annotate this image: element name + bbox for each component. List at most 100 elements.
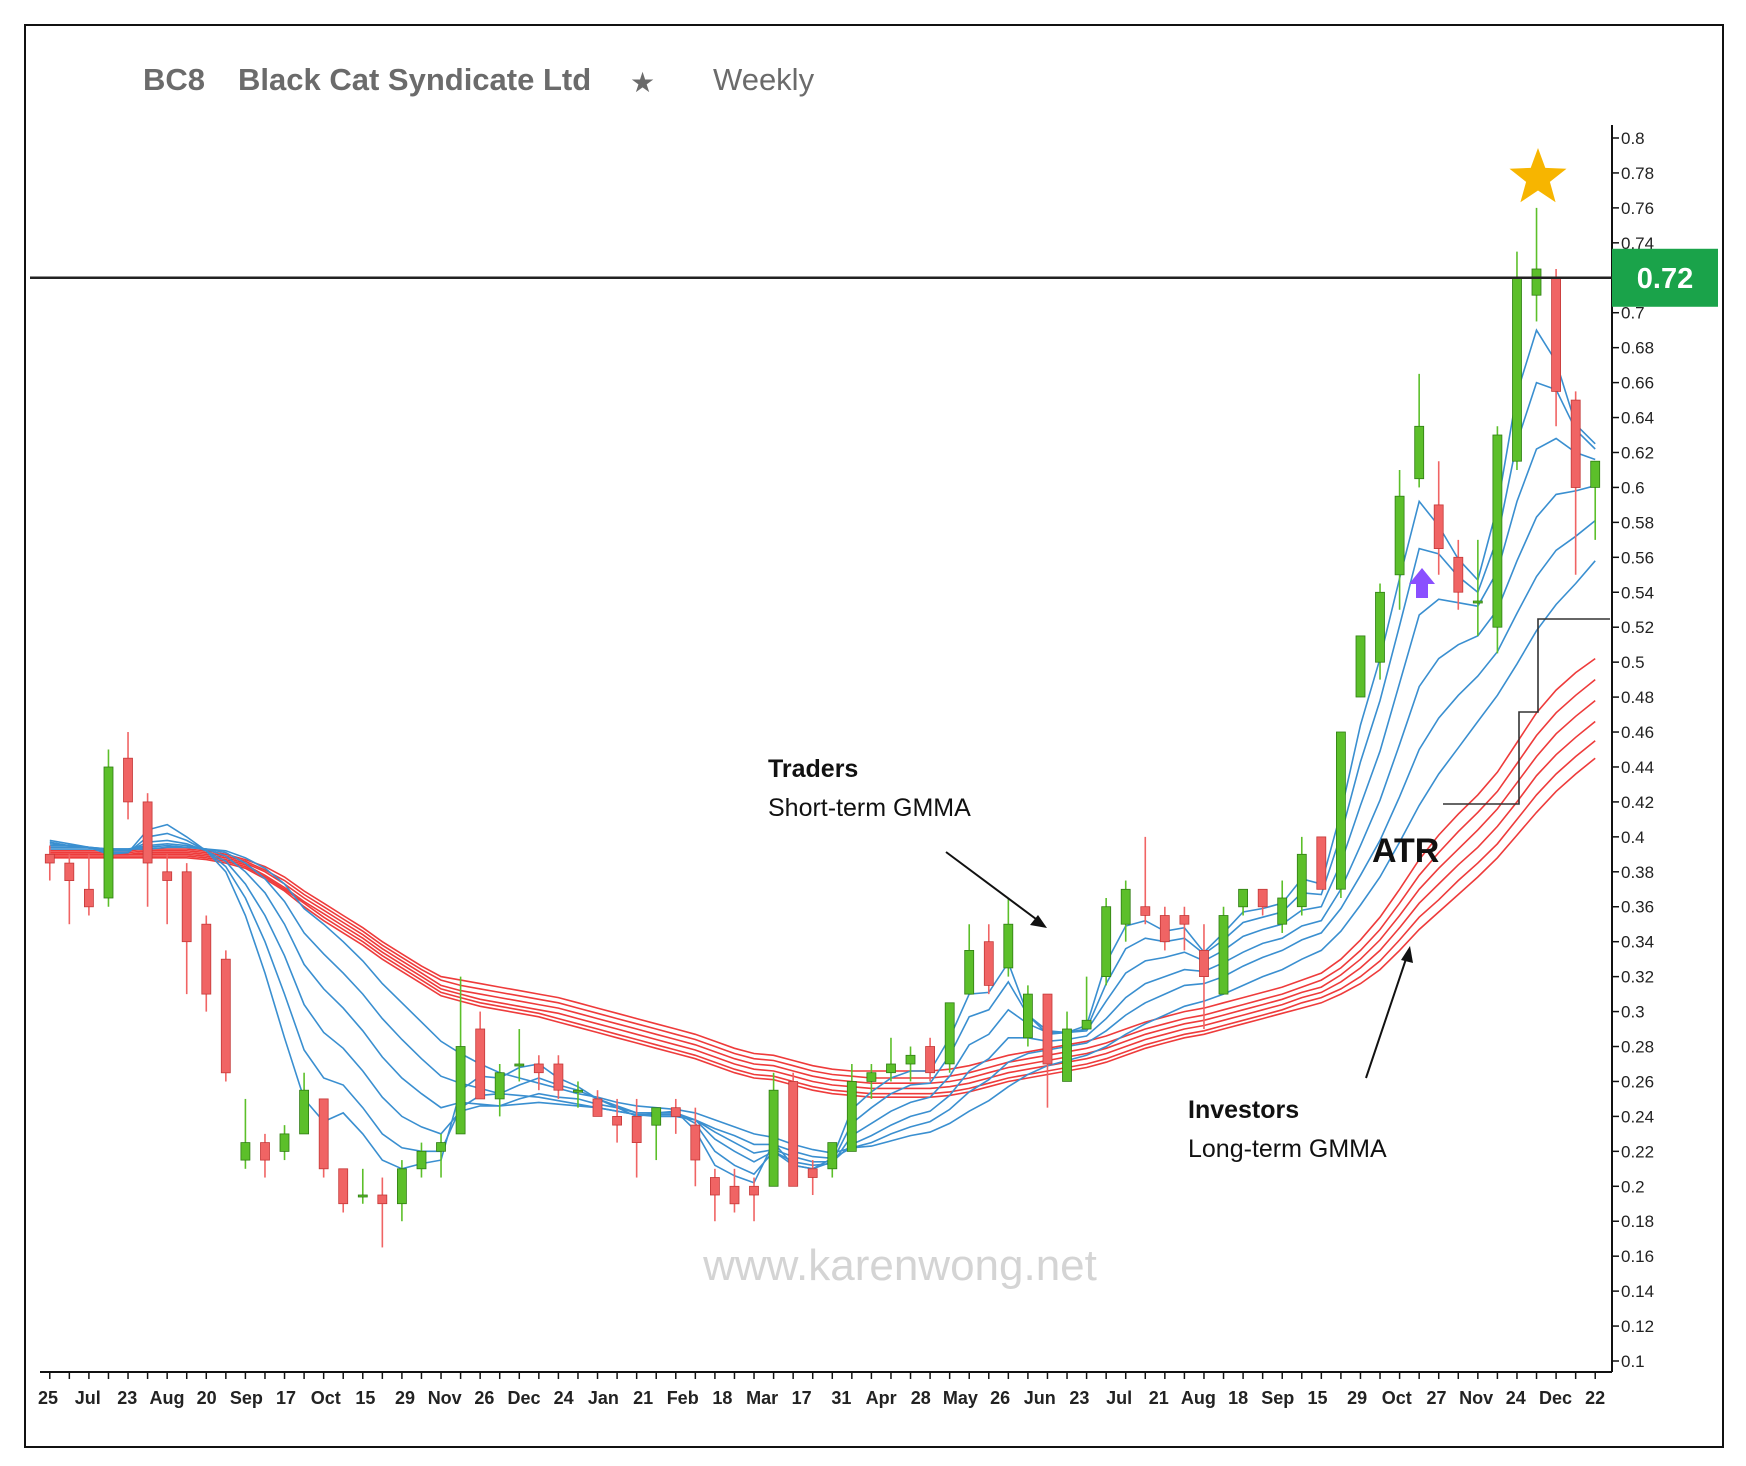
candle-body (1336, 731, 1346, 890)
y-tick-label: 0.16 (1621, 1247, 1654, 1266)
x-tick-label: Oct (1382, 1388, 1412, 1408)
candle-body (573, 1089, 583, 1093)
candle-body (807, 1168, 818, 1178)
candle-body (1355, 635, 1366, 698)
candle-body (123, 757, 133, 803)
candle-body (162, 871, 173, 881)
y-tick-label: 0.22 (1621, 1142, 1654, 1161)
x-tick-label: Oct (311, 1388, 341, 1408)
y-tick-label: 0.6 (1621, 478, 1645, 497)
ticker-symbol: BC8 (143, 62, 206, 97)
candle-body (710, 1177, 720, 1196)
candle-body (1394, 495, 1405, 576)
candle-10 (220, 950, 231, 1082)
x-tick-label: 27 (1426, 1388, 1446, 1408)
candle-74 (1472, 539, 1483, 636)
y-tick-label: 0.52 (1621, 618, 1654, 637)
candle-body (1179, 915, 1190, 925)
y-tick-label: 0.5 (1621, 653, 1645, 672)
candle-body (1472, 600, 1483, 604)
traders-subtitle: Short-term GMMA (768, 794, 971, 822)
candle-22 (455, 976, 466, 1135)
candle-75 (1492, 426, 1503, 654)
y-tick-label: 0.7 (1621, 304, 1645, 323)
y-tick-label: 0.36 (1621, 898, 1654, 917)
y-tick-label: 0.1 (1621, 1352, 1645, 1371)
candle-5 (123, 732, 133, 820)
candle-body (729, 1185, 740, 1205)
candle-body (201, 923, 212, 995)
candle-body (338, 1168, 349, 1205)
candle-20 (416, 1142, 427, 1178)
candle-15 (318, 1098, 329, 1178)
candle-39 (788, 1072, 799, 1187)
traders-title: Traders (768, 755, 858, 783)
long-gmma-line-3 (49, 699, 1596, 1084)
candle-80 (1590, 460, 1601, 540)
candle-69 (1375, 583, 1385, 680)
candle-8 (181, 863, 192, 995)
candle-23 (475, 1011, 486, 1100)
candle-body (631, 1116, 642, 1144)
x-tick-label: 29 (1347, 1388, 1367, 1408)
y-tick-label: 0.42 (1621, 793, 1654, 812)
candle-12 (260, 1133, 270, 1178)
y-tick-label: 0.78 (1621, 164, 1654, 183)
candle-59 (1179, 906, 1190, 951)
x-tick-label: Dec (507, 1388, 540, 1408)
candle-17 (357, 1168, 368, 1204)
candle-body (846, 1081, 857, 1152)
candle-48 (964, 924, 975, 995)
y-tick-label: 0.58 (1621, 513, 1654, 532)
x-tick-label: Dec (1539, 1388, 1572, 1408)
candle-body (1120, 888, 1131, 925)
candle-body (1277, 897, 1288, 925)
candle-43 (866, 1063, 877, 1099)
candle-42 (846, 1063, 857, 1152)
candle-29 (592, 1090, 603, 1117)
x-tick-label: 25 (38, 1388, 58, 1408)
candle-50 (1003, 898, 1014, 977)
x-tick-label: 18 (712, 1388, 732, 1408)
investors-title: Investors (1188, 1096, 1299, 1124)
candle-30 (612, 1098, 622, 1143)
x-tick-label: 26 (474, 1388, 494, 1408)
watermark-text: www.karenwong.net (702, 1241, 1097, 1290)
candle-70 (1394, 469, 1405, 610)
candle-body (964, 950, 975, 995)
candle-58 (1159, 906, 1170, 951)
candle-72 (1433, 461, 1444, 575)
candle-9 (201, 915, 212, 1012)
short-gmma-line-5 (49, 519, 1596, 1160)
candle-35 (710, 1168, 720, 1222)
candle-body (318, 1098, 329, 1170)
candle-body (1199, 950, 1209, 978)
candle-body (1414, 425, 1425, 480)
candle-body (1570, 399, 1581, 488)
x-tick-label: 28 (911, 1388, 931, 1408)
y-tick-label: 0.18 (1621, 1212, 1654, 1231)
candle-body (1159, 915, 1170, 943)
x-tick-label: 24 (554, 1388, 574, 1408)
investors-subtitle: Long-term GMMA (1188, 1135, 1387, 1163)
candle-3 (84, 854, 94, 916)
candle-60 (1199, 924, 1209, 1030)
resistance-badge (1612, 248, 1718, 307)
x-tick-label: 26 (990, 1388, 1010, 1408)
x-tick-label: 31 (831, 1388, 851, 1408)
candle-34 (690, 1107, 701, 1187)
candle-45 (905, 1046, 916, 1082)
candle-13 (279, 1125, 290, 1161)
x-tick-label: Aug (1181, 1388, 1216, 1408)
candle-46 (925, 1037, 935, 1082)
x-tick-label: Aug (150, 1388, 185, 1408)
x-tick-label: Nov (1459, 1388, 1493, 1408)
candle-52 (1042, 993, 1053, 1108)
candle-79 (1570, 391, 1581, 575)
candle-11 (240, 1098, 251, 1169)
candle-body (84, 888, 94, 908)
annotations: 0.72 ATR Traders Short-term GMMA Investors Lo… (30, 148, 1718, 1163)
candle-body (1375, 591, 1385, 663)
candle-31 (631, 1098, 642, 1178)
candle-54 (1081, 976, 1092, 1030)
